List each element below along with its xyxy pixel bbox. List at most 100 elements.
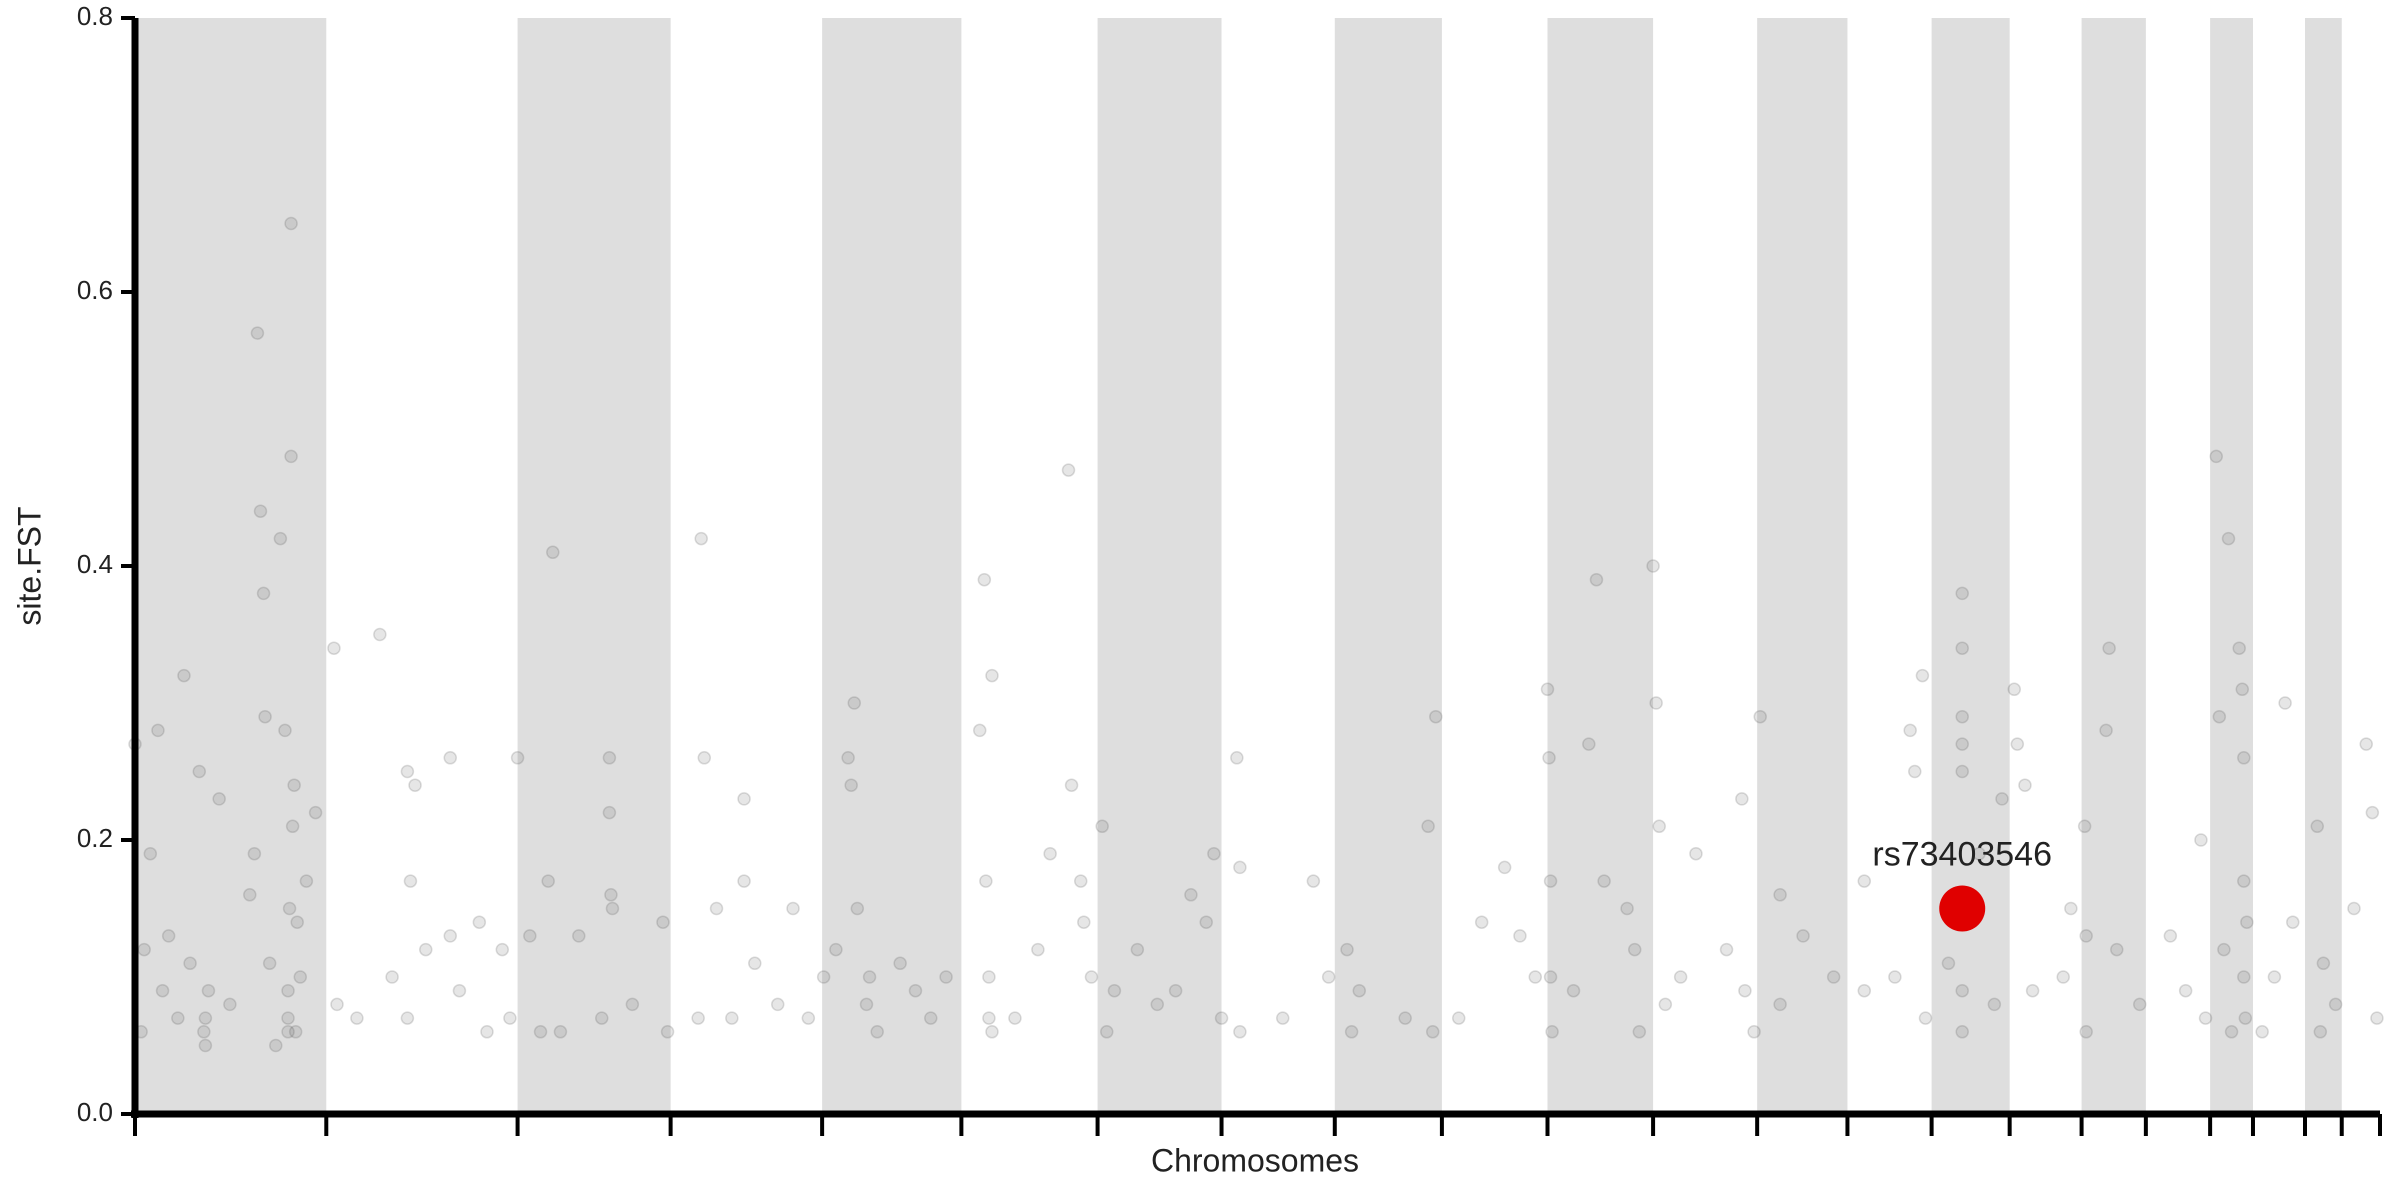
snp-point: [533, 1025, 548, 1039]
snp-point: [177, 668, 191, 683]
snp-point: [1540, 682, 1555, 697]
snp-point: [198, 1011, 213, 1025]
snp-point: [350, 1011, 364, 1025]
snp-point: [829, 942, 843, 957]
snp-point: [2018, 778, 2032, 792]
chromosome-band: [1097, 18, 1222, 1114]
snp-point: [1773, 888, 1787, 902]
snp-point: [979, 874, 993, 888]
snp-point: [1084, 970, 1099, 984]
snp-point: [1340, 942, 1354, 957]
snp-point: [553, 1025, 568, 1039]
snp-point: [495, 942, 510, 957]
snp-point: [625, 997, 640, 1012]
snp-point: [2064, 901, 2078, 916]
snp-point: [137, 942, 151, 957]
y-tick-label: 0.2: [77, 823, 113, 853]
snp-point: [1627, 942, 1642, 957]
snp-point: [1620, 901, 1634, 916]
snp-point: [2278, 696, 2292, 710]
snp-point: [908, 983, 923, 998]
snp-point: [284, 216, 298, 231]
snp-point: [694, 531, 708, 546]
snp-point: [1545, 1025, 1559, 1039]
snp-point: [1658, 997, 1673, 1012]
snp-point: [385, 970, 399, 984]
snp-point: [924, 1011, 938, 1025]
chromosome-band: [517, 18, 671, 1114]
snp-point: [2010, 737, 2025, 751]
snp-point: [1398, 1011, 1412, 1025]
snp-point: [510, 751, 525, 765]
snp-point: [1987, 997, 2002, 1012]
y-tick-label: 0.0: [77, 1097, 113, 1127]
snp-point: [192, 764, 207, 779]
snp-point: [602, 805, 617, 820]
snp-point: [985, 1025, 999, 1039]
snp-point: [293, 970, 308, 984]
snp-point: [939, 970, 953, 984]
snp-point: [604, 888, 618, 902]
snp-point: [161, 929, 176, 943]
snp-point: [1796, 929, 1810, 943]
snp-point: [278, 723, 292, 738]
snp-point: [1773, 997, 1787, 1012]
snp-point: [171, 1011, 185, 1025]
snp-point: [1100, 1025, 1114, 1039]
snp-point: [859, 997, 874, 1012]
snp-point: [281, 1011, 295, 1025]
snp-point: [1955, 1025, 1969, 1039]
snp-point: [2255, 1025, 2269, 1039]
snp-point: [847, 696, 862, 710]
snp-point: [1673, 970, 1688, 984]
snp-point: [1306, 874, 1321, 888]
snp-point: [1497, 860, 1512, 875]
snp-point: [1735, 792, 1749, 806]
snp-point: [1095, 819, 1109, 834]
snp-point: [2079, 1025, 2093, 1039]
chromosome-band: [822, 18, 962, 1114]
snp-point: [816, 970, 831, 984]
snp-point: [287, 778, 301, 792]
snp-point: [503, 1011, 517, 1025]
snp-point: [201, 983, 216, 998]
snp-point: [308, 805, 323, 820]
snp-point: [2370, 1011, 2384, 1025]
snp-point: [2224, 1025, 2239, 1039]
snp-point: [541, 874, 555, 888]
snp-point: [1955, 586, 1969, 601]
snp-point: [247, 846, 262, 861]
snp-point: [269, 1038, 283, 1053]
snp-point: [2313, 1025, 2328, 1039]
snp-point: [1941, 956, 1956, 971]
snp-point: [2178, 983, 2193, 998]
snp-point: [1168, 983, 1183, 998]
snp-point: [419, 942, 433, 957]
snp-point: [2198, 1011, 2213, 1025]
chromosome-band: [2210, 18, 2253, 1114]
snp-point: [1451, 1011, 1466, 1025]
snp-point: [1955, 764, 1969, 779]
snp-point: [786, 901, 800, 916]
snp-point: [1184, 888, 1198, 902]
snp-point: [1421, 819, 1435, 834]
snp-point: [2238, 1011, 2253, 1025]
highlight-label: rs73403546: [1872, 835, 2052, 873]
snp-point: [2007, 682, 2022, 697]
snp-point: [801, 1011, 816, 1025]
snp-point: [197, 1025, 211, 1039]
snp-point: [2025, 983, 2040, 998]
snp-point: [1597, 874, 1611, 888]
snp-point: [1582, 737, 1596, 751]
chromosome-band: [1334, 18, 1442, 1114]
snp-point: [273, 531, 288, 546]
snp-point: [2232, 641, 2246, 655]
snp-point: [1233, 860, 1247, 875]
snp-point: [2365, 805, 2380, 820]
snp-point: [2328, 997, 2343, 1012]
snp-point: [2212, 709, 2227, 724]
snp-point: [2217, 942, 2231, 957]
snp-point: [709, 901, 724, 916]
y-tick-label: 0.6: [77, 275, 113, 305]
snp-point: [523, 929, 537, 943]
